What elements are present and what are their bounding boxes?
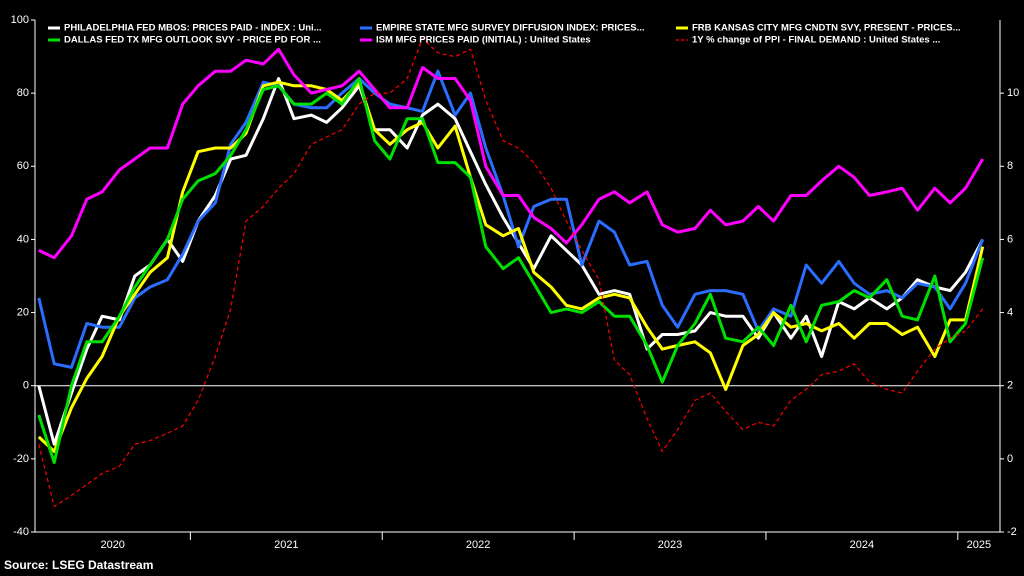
y-tick-label: 80 — [17, 87, 29, 99]
series-line — [37, 77, 985, 464]
y2-tick-label: 6 — [1007, 233, 1013, 245]
y-tick-label: 60 — [17, 160, 29, 172]
y-tick-label: 0 — [23, 380, 29, 392]
x-tick-label: 2024 — [850, 539, 874, 551]
y2-tick-label: 4 — [1007, 306, 1013, 318]
x-tick-label: 2025 — [967, 539, 991, 551]
x-tick-label: 2022 — [466, 539, 490, 551]
y2-tick-label: -2 — [1007, 526, 1017, 538]
legend-label: FRB KANSAS CITY MFG CNDTN SVY, PRESENT -… — [692, 23, 961, 34]
legend-label: PHILADELPHIA FED MBOS: PRICES PAID - IND… — [64, 23, 322, 34]
legend-label: 1Y % change of PPI - FINAL DEMAND : Unit… — [692, 35, 940, 46]
y-tick-label: 20 — [17, 306, 29, 318]
legend-label: DALLAS FED TX MFG OUTLOOK SVY - PRICE PD… — [64, 35, 321, 46]
series-line — [37, 80, 985, 453]
x-tick-label: 2020 — [100, 539, 124, 551]
y-tick-label: 100 — [11, 14, 29, 26]
y2-tick-label: 8 — [1007, 160, 1013, 172]
series-line — [38, 47, 984, 260]
y2-tick-label: 2 — [1007, 380, 1013, 392]
x-tick-label: 2021 — [274, 539, 298, 551]
series-line — [38, 37, 984, 507]
legend-label: ISM MFG PRICES PAID (INITIAL) : United S… — [376, 35, 591, 46]
y2-tick-label: 0 — [1007, 453, 1013, 465]
y-tick-label: 40 — [17, 233, 29, 245]
series-line — [37, 69, 985, 369]
y-tick-label: -20 — [13, 453, 29, 465]
y-tick-label: -40 — [13, 526, 29, 538]
source-note: Source: LSEG Datastream — [4, 558, 153, 572]
y2-tick-label: 10 — [1007, 87, 1019, 99]
x-tick-label: 2023 — [658, 539, 682, 551]
legend-label: EMPIRE STATE MFG SURVEY DIFFUSION INDEX:… — [376, 23, 645, 34]
